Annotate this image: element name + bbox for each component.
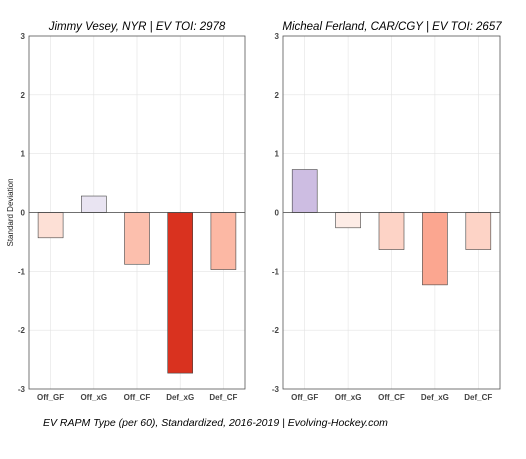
- y-tick-label: -3: [18, 385, 26, 394]
- bar-off-gf: [291, 169, 318, 213]
- bar-off-xg: [335, 212, 361, 229]
- y-tick-label: -1: [272, 267, 280, 276]
- y-tick-label: -1: [18, 267, 26, 276]
- x-category-label: Off_xG: [80, 393, 107, 402]
- y-tick-label: 0: [21, 209, 26, 218]
- figure-caption: EV RAPM Type (per 60), Standardized, 201…: [43, 417, 388, 429]
- bar-def-xg: [422, 212, 448, 286]
- x-category-label: Off_GF: [291, 393, 318, 402]
- bar-def-xg: [167, 212, 193, 374]
- bar-off-cf: [378, 212, 405, 250]
- plot-frame: [282, 35, 501, 390]
- x-category-label: Def_CF: [464, 393, 492, 402]
- bar-off-gf: [37, 212, 64, 239]
- y-tick-label: 2: [21, 91, 26, 100]
- y-tick-label: 3: [275, 32, 280, 41]
- bar-off-xg: [81, 195, 107, 213]
- y-axis-label: Standard Deviation: [6, 178, 15, 246]
- panel-title: Jimmy Vesey, NYR | EV TOI: 2978: [48, 21, 226, 33]
- plot-frame: [28, 35, 246, 390]
- bar-off-cf: [124, 212, 150, 265]
- bar-def-cf: [210, 212, 237, 270]
- bar-def-cf: [465, 212, 492, 250]
- x-category-label: Off_xG: [335, 393, 362, 402]
- chart-panel-1: -3 -2 -1 0 1 2 3 Off_GF Off_xG Off_CF Def_xG Def_CF…: [6, 21, 246, 402]
- y-tick-label: -2: [18, 326, 26, 335]
- x-category-label: Off_CF: [124, 393, 151, 402]
- y-tick-label: 1: [275, 150, 280, 159]
- y-tick-label: 1: [21, 150, 26, 159]
- x-category-label: Def_xG: [421, 393, 449, 402]
- y-tick-label: 2: [275, 91, 280, 100]
- y-tick-label: 3: [21, 32, 26, 41]
- x-category-label: Off_CF: [378, 393, 405, 402]
- panel-title: Micheal Ferland, CAR/CGY | EV TOI: 2657: [282, 21, 502, 33]
- y-tick-label: 0: [275, 209, 280, 218]
- y-tick-label: -3: [272, 385, 280, 394]
- x-category-label: Off_GF: [37, 393, 64, 402]
- y-tick-label: -2: [272, 326, 280, 335]
- chart-panel-2: -3 -2 -1 0 1 2 3 Off_GF Off_xG Off_CF Def_xG Def_CF…: [272, 21, 502, 402]
- x-category-label: Def_xG: [166, 393, 194, 402]
- x-category-label: Def_CF: [209, 393, 237, 402]
